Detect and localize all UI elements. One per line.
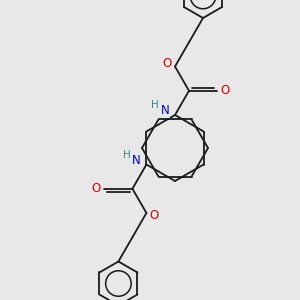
Text: O: O xyxy=(92,182,101,195)
Text: O: O xyxy=(162,57,172,70)
Text: N: N xyxy=(132,154,141,167)
Text: N: N xyxy=(160,104,169,118)
Text: H: H xyxy=(151,100,159,110)
Text: H: H xyxy=(122,149,130,160)
Text: O: O xyxy=(220,84,230,97)
Text: O: O xyxy=(150,209,159,223)
